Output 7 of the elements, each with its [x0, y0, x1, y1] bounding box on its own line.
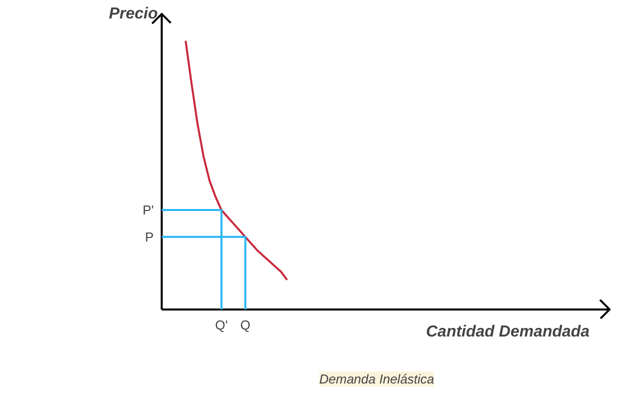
y-axis-title: Precio: [108, 5, 158, 22]
text: Demanda Inelástica: [319, 371, 434, 386]
x-tick-label: Q: [240, 317, 250, 332]
ref-line-label: P: [145, 229, 154, 244]
ref-line-label: P': [142, 202, 154, 218]
text: Cantidad Demandada: [426, 323, 590, 340]
x-tick-label: Q': [215, 317, 228, 332]
